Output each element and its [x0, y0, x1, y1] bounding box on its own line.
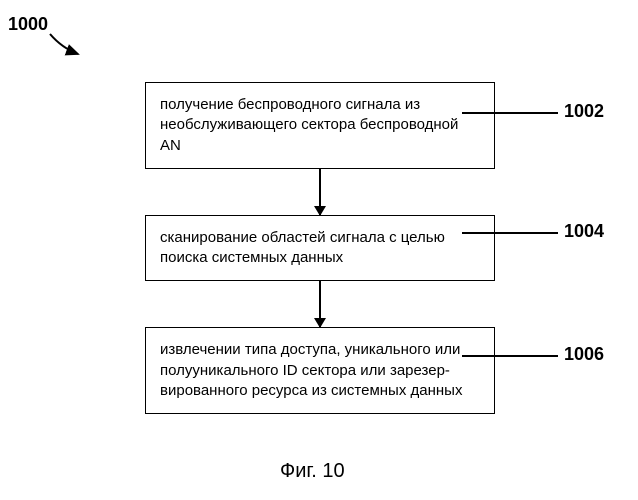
ref-line-1002: [462, 112, 558, 114]
flow-connector: [319, 281, 321, 327]
flowchart: получение беспроводного сигнала из необс…: [110, 82, 530, 414]
figure-caption: Фиг. 10: [280, 460, 345, 483]
ref-label-1004: 1004: [564, 221, 604, 242]
flow-step-1006: извлечении типа доступа, уникального или…: [145, 327, 495, 414]
flow-connector: [319, 169, 321, 215]
ref-label-1002: 1002: [564, 101, 604, 122]
ref-label-1006: 1006: [564, 344, 604, 365]
flow-step-1002: получение беспроводного сигнала из необс…: [145, 82, 495, 169]
ref-line-1006: [462, 355, 558, 357]
figure-pointer-arrow: [0, 0, 90, 70]
ref-line-1004: [462, 232, 558, 234]
flow-step-1004: сканирование областей сигнала с целью по…: [145, 215, 495, 282]
